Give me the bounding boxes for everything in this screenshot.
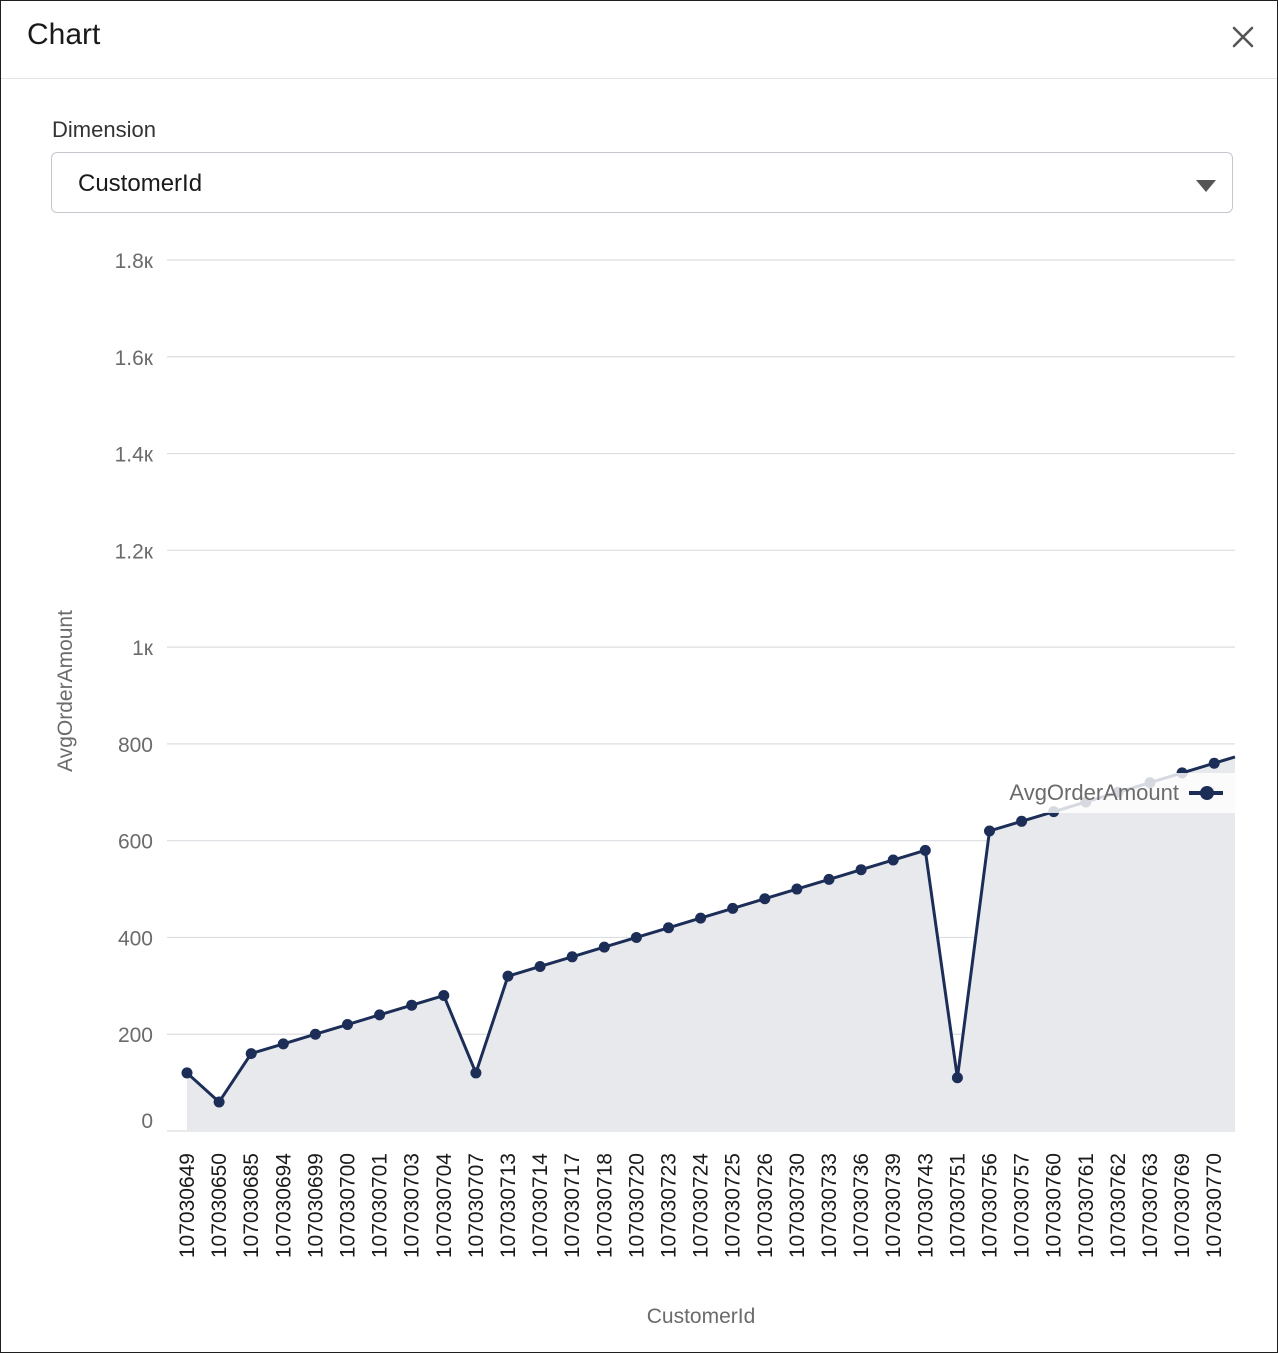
data-point[interactable]: [727, 902, 739, 914]
x-tick-label: 107030769: [1171, 1153, 1194, 1258]
x-tick-label: 107030761: [1075, 1153, 1098, 1258]
data-point[interactable]: [951, 1072, 963, 1084]
close-icon: [1232, 26, 1254, 48]
x-axis-ticks: 107030649 107030650 107030685 107030694 1070…: [176, 1153, 1226, 1258]
x-tick-label: 107030707: [465, 1153, 488, 1258]
x-tick-label: 107030726: [754, 1153, 777, 1258]
x-tick-label: 107030751: [946, 1153, 969, 1258]
x-tick-label: 107030685: [240, 1153, 263, 1258]
x-tick-label: 107030733: [818, 1153, 841, 1258]
x-tick-label: 107030743: [914, 1153, 937, 1258]
x-tick-label: 107030757: [1011, 1153, 1034, 1258]
y-tick-label: 400: [118, 927, 153, 950]
data-point[interactable]: [1208, 757, 1220, 769]
data-point[interactable]: [984, 825, 995, 837]
legend-label: AvgOrderAmount: [1009, 780, 1179, 805]
data-point[interactable]: [406, 999, 418, 1011]
x-tick-label: 107030704: [433, 1153, 456, 1258]
x-tick-label: 107030701: [369, 1153, 392, 1258]
x-tick-label: 107030700: [337, 1153, 360, 1258]
series-area: [187, 756, 1235, 1131]
x-tick-label: 107030736: [850, 1153, 873, 1258]
x-tick-label: 107030724: [690, 1153, 713, 1258]
y-tick-label: 200: [118, 1024, 153, 1047]
data-point[interactable]: [374, 1009, 386, 1021]
data-point[interactable]: [919, 844, 931, 856]
x-axis-title: CustomerId: [647, 1305, 756, 1328]
legend: AvgOrderAmount: [987, 773, 1235, 813]
data-point[interactable]: [438, 990, 450, 1002]
legend-marker: [1200, 786, 1214, 800]
data-point[interactable]: [245, 1048, 257, 1060]
y-tick-label: 1к: [132, 637, 154, 660]
y-tick-label: 1.8к: [115, 250, 154, 273]
x-tick-label: 107030725: [722, 1153, 745, 1258]
dimension-label: Dimension: [52, 117, 156, 142]
y-tick-label: 800: [118, 734, 153, 757]
data-point[interactable]: [470, 1067, 482, 1079]
x-tick-label: 107030694: [272, 1153, 295, 1258]
y-axis-title: AvgOrderAmount: [54, 610, 77, 772]
dialog-header: Chart: [1, 1, 1277, 79]
y-axis-ticks: 0 200 400 600 800 1к 1.2к 1.4к 1.6к 1.8к: [115, 250, 154, 1133]
x-tick-label: 107030760: [1043, 1153, 1066, 1258]
data-point[interactable]: [791, 883, 803, 895]
y-tick-label: 1.6к: [115, 347, 154, 370]
x-tick-label: 107030770: [1203, 1153, 1226, 1258]
x-tick-label: 107030739: [882, 1153, 905, 1258]
data-point[interactable]: [309, 1028, 321, 1040]
data-point[interactable]: [566, 951, 578, 963]
x-tick-label: 107030756: [979, 1153, 1002, 1258]
chevron-down-icon: [1196, 180, 1216, 192]
data-point[interactable]: [213, 1096, 225, 1108]
data-point[interactable]: [759, 893, 771, 905]
dimension-select[interactable]: CustomerId: [51, 152, 1233, 213]
y-tick-label: 600: [118, 831, 153, 854]
x-tick-label: 107030649: [176, 1153, 199, 1258]
x-tick-label: 107030699: [304, 1153, 327, 1258]
data-point[interactable]: [534, 960, 546, 972]
x-tick-label: 107030730: [786, 1153, 809, 1258]
dialog-title: Chart: [27, 18, 101, 51]
data-point[interactable]: [823, 873, 835, 885]
x-tick-label: 107030763: [1139, 1153, 1162, 1258]
y-tick-label: 0: [141, 1110, 153, 1133]
data-point[interactable]: [342, 1019, 353, 1031]
data-point[interactable]: [277, 1038, 289, 1050]
data-point[interactable]: [663, 922, 674, 934]
data-point[interactable]: [695, 912, 707, 924]
dimension-select-value: CustomerId: [78, 170, 203, 197]
area-layer: [187, 756, 1235, 1131]
x-tick-label: 107030713: [497, 1153, 520, 1258]
x-tick-label: 107030720: [625, 1153, 648, 1258]
x-tick-label: 107030650: [208, 1153, 231, 1258]
y-tick-label: 1.4к: [115, 444, 154, 467]
data-point[interactable]: [630, 931, 642, 943]
x-tick-label: 107030717: [561, 1153, 584, 1258]
data-point[interactable]: [181, 1067, 193, 1079]
data-point[interactable]: [1016, 815, 1028, 827]
data-point[interactable]: [855, 864, 867, 876]
x-tick-label: 107030762: [1107, 1153, 1130, 1258]
data-point[interactable]: [502, 970, 514, 982]
x-tick-label: 107030723: [658, 1153, 681, 1258]
x-tick-label: 107030718: [593, 1153, 616, 1258]
x-tick-label: 107030703: [401, 1153, 424, 1258]
y-tick-label: 1.2к: [115, 540, 154, 563]
data-point[interactable]: [887, 854, 899, 866]
x-tick-label: 107030714: [529, 1153, 552, 1258]
close-button[interactable]: [1223, 17, 1263, 57]
data-point[interactable]: [598, 941, 610, 953]
